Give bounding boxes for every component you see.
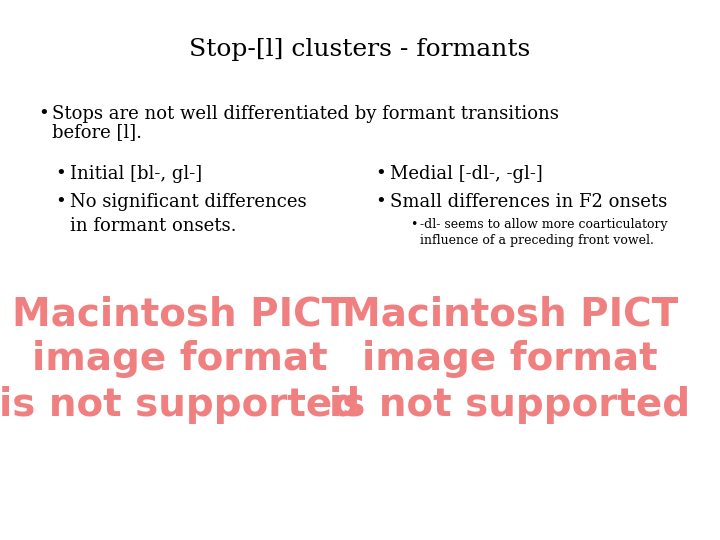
Text: before [l].: before [l]. <box>52 123 142 141</box>
Text: •: • <box>38 105 49 123</box>
Text: Macintosh PICT
image format
is not supported: Macintosh PICT image format is not suppo… <box>330 295 690 424</box>
Text: Stops are not well differentiated by formant transitions: Stops are not well differentiated by for… <box>52 105 559 123</box>
Text: Medial [-dl-, -gl-]: Medial [-dl-, -gl-] <box>390 165 543 183</box>
Text: No significant differences
in formant onsets.: No significant differences in formant on… <box>70 193 307 234</box>
Text: •: • <box>375 165 386 183</box>
Text: Small differences in F2 onsets: Small differences in F2 onsets <box>390 193 667 211</box>
Text: Stop-[l] clusters - formants: Stop-[l] clusters - formants <box>189 38 531 61</box>
Text: •: • <box>55 193 66 211</box>
Text: Macintosh PICT
image format
is not supported: Macintosh PICT image format is not suppo… <box>0 295 361 424</box>
Text: •: • <box>55 165 66 183</box>
Text: Initial [bl-, gl-]: Initial [bl-, gl-] <box>70 165 202 183</box>
Text: •: • <box>375 193 386 211</box>
Text: •: • <box>410 218 418 231</box>
Text: -dl- seems to allow more coarticulatory
influence of a preceding front vowel.: -dl- seems to allow more coarticulatory … <box>420 218 667 247</box>
